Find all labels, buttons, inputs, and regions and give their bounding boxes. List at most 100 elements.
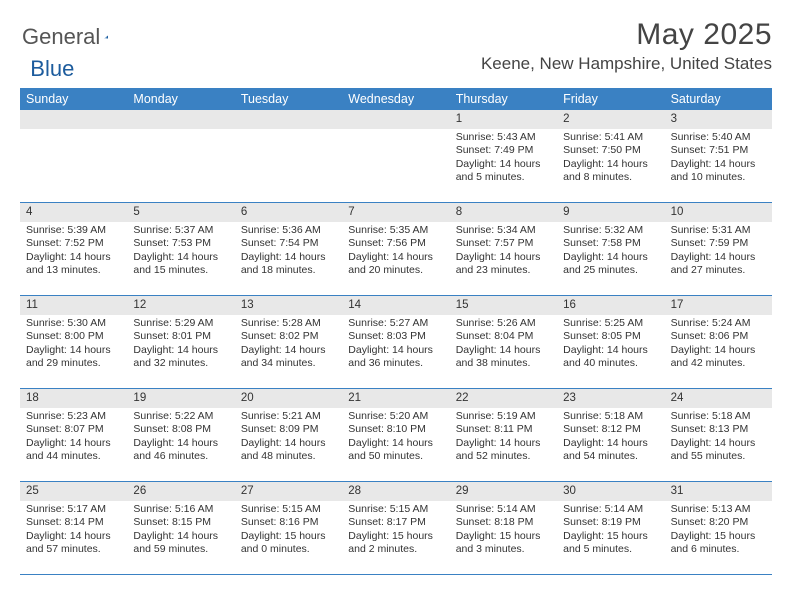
sunset-text: Sunset: 8:10 PM (348, 423, 443, 436)
daylight-text-2: and 42 minutes. (671, 357, 766, 370)
daylight-text-1: Daylight: 14 hours (133, 344, 228, 357)
sunrise-text: Sunrise: 5:19 AM (456, 410, 551, 423)
sunrise-text: Sunrise: 5:13 AM (671, 503, 766, 516)
daylight-text-2: and 3 minutes. (456, 543, 551, 556)
calendar-day-cell: 2 Sunrise: 5:41 AMSunset: 7:50 PMDaylight… (557, 110, 664, 202)
calendar-week-row: 4Sunrise: 5:39 AMSunset: 7:52 PMDaylight… (20, 203, 772, 296)
sunset-text: Sunset: 8:14 PM (26, 516, 121, 529)
day-number: 18 (20, 389, 127, 408)
sunset-text: Sunset: 8:20 PM (671, 516, 766, 529)
day-number: 12 (127, 296, 234, 315)
sunrise-text: Sunrise: 5:27 AM (348, 317, 443, 330)
day-number: 28 (342, 482, 449, 501)
day-details: Sunrise: 5:29 AMSunset: 8:01 PMDaylight:… (127, 315, 234, 375)
sunset-text: Sunset: 7:50 PM (563, 144, 658, 157)
day-number: 30 (557, 482, 664, 501)
daylight-text-1: Daylight: 14 hours (456, 158, 551, 171)
brand-logo: General (20, 18, 130, 50)
sunrise-text: Sunrise: 5:18 AM (563, 410, 658, 423)
calendar-day-cell: 4Sunrise: 5:39 AMSunset: 7:52 PMDaylight… (20, 203, 127, 295)
title-block: May 2025 Keene, New Hampshire, United St… (481, 18, 772, 74)
day-details: Sunrise: 5:17 AMSunset: 8:14 PMDaylight:… (20, 501, 127, 561)
daylight-text-1: Daylight: 14 hours (241, 251, 336, 264)
daylight-text-2: and 29 minutes. (26, 357, 121, 370)
daylight-text-1: Daylight: 14 hours (671, 158, 766, 171)
daylight-text-2: and 13 minutes. (26, 264, 121, 277)
sunrise-text: Sunrise: 5:32 AM (563, 224, 658, 237)
calendar-day-cell: 29Sunrise: 5:14 AMSunset: 8:18 PMDayligh… (450, 482, 557, 574)
day-number: 17 (665, 296, 772, 315)
day-number: 1 (450, 110, 557, 129)
daylight-text-1: Daylight: 15 hours (563, 530, 658, 543)
day-details: Sunrise: 5:39 AMSunset: 7:52 PMDaylight:… (20, 222, 127, 282)
weekday-header: Monday (127, 88, 234, 110)
day-number: 19 (127, 389, 234, 408)
sunset-text: Sunset: 8:03 PM (348, 330, 443, 343)
calendar-day-cell: 10Sunrise: 5:31 AMSunset: 7:59 PMDayligh… (665, 203, 772, 295)
sunrise-text: Sunrise: 5:20 AM (348, 410, 443, 423)
daylight-text-2: and 18 minutes. (241, 264, 336, 277)
day-details: Sunrise: 5:18 AMSunset: 8:12 PMDaylight:… (557, 408, 664, 468)
sunset-text: Sunset: 7:57 PM (456, 237, 551, 250)
calendar-week-row: 25Sunrise: 5:17 AMSunset: 8:14 PMDayligh… (20, 482, 772, 575)
day-number-empty (127, 110, 234, 129)
day-details: Sunrise: 5:36 AMSunset: 7:54 PMDaylight:… (235, 222, 342, 282)
daylight-text-1: Daylight: 14 hours (563, 158, 658, 171)
weekday-header: Thursday (450, 88, 557, 110)
calendar-day-cell: 24Sunrise: 5:18 AMSunset: 8:13 PMDayligh… (665, 389, 772, 481)
calendar-day-cell: 13Sunrise: 5:28 AMSunset: 8:02 PMDayligh… (235, 296, 342, 388)
daylight-text-2: and 34 minutes. (241, 357, 336, 370)
daylight-text-2: and 8 minutes. (563, 171, 658, 184)
daylight-text-2: and 23 minutes. (456, 264, 551, 277)
day-number: 15 (450, 296, 557, 315)
day-number: 23 (557, 389, 664, 408)
sunrise-text: Sunrise: 5:21 AM (241, 410, 336, 423)
daylight-text-2: and 59 minutes. (133, 543, 228, 556)
sunset-text: Sunset: 7:54 PM (241, 237, 336, 250)
weekday-header: Friday (557, 88, 664, 110)
sunrise-text: Sunrise: 5:41 AM (563, 131, 658, 144)
calendar-week-row: 18Sunrise: 5:23 AMSunset: 8:07 PMDayligh… (20, 389, 772, 482)
day-number-empty (342, 110, 449, 129)
calendar-week-row: 11Sunrise: 5:30 AMSunset: 8:00 PMDayligh… (20, 296, 772, 389)
daylight-text-1: Daylight: 15 hours (241, 530, 336, 543)
daylight-text-1: Daylight: 14 hours (241, 344, 336, 357)
sunrise-text: Sunrise: 5:14 AM (456, 503, 551, 516)
calendar-day-cell: 12Sunrise: 5:29 AMSunset: 8:01 PMDayligh… (127, 296, 234, 388)
sunset-text: Sunset: 8:16 PM (241, 516, 336, 529)
day-number: 21 (342, 389, 449, 408)
sunset-text: Sunset: 8:05 PM (563, 330, 658, 343)
sunrise-text: Sunrise: 5:28 AM (241, 317, 336, 330)
sunset-text: Sunset: 8:19 PM (563, 516, 658, 529)
daylight-text-2: and 55 minutes. (671, 450, 766, 463)
day-details: Sunrise: 5:22 AMSunset: 8:08 PMDaylight:… (127, 408, 234, 468)
daylight-text-2: and 27 minutes. (671, 264, 766, 277)
daylight-text-1: Daylight: 14 hours (563, 344, 658, 357)
day-details: Sunrise: 5:15 AMSunset: 8:17 PMDaylight:… (342, 501, 449, 561)
sunset-text: Sunset: 8:08 PM (133, 423, 228, 436)
calendar-day-cell: 15Sunrise: 5:26 AMSunset: 8:04 PMDayligh… (450, 296, 557, 388)
brand-word-2: Blue (30, 56, 74, 82)
weekday-header: Wednesday (342, 88, 449, 110)
daylight-text-2: and 44 minutes. (26, 450, 121, 463)
sunrise-text: Sunrise: 5:22 AM (133, 410, 228, 423)
day-number: 2 (557, 110, 664, 129)
daylight-text-2: and 10 minutes. (671, 171, 766, 184)
sunrise-text: Sunrise: 5:36 AM (241, 224, 336, 237)
calendar-day-cell: 22Sunrise: 5:19 AMSunset: 8:11 PMDayligh… (450, 389, 557, 481)
day-details: Sunrise: 5:18 AMSunset: 8:13 PMDaylight:… (665, 408, 772, 468)
sunrise-text: Sunrise: 5:35 AM (348, 224, 443, 237)
daylight-text-1: Daylight: 14 hours (26, 344, 121, 357)
daylight-text-2: and 40 minutes. (563, 357, 658, 370)
day-number: 3 (665, 110, 772, 129)
day-number: 25 (20, 482, 127, 501)
daylight-text-1: Daylight: 14 hours (563, 437, 658, 450)
daylight-text-1: Daylight: 14 hours (241, 437, 336, 450)
brand-word-1: General (22, 24, 100, 50)
daylight-text-1: Daylight: 15 hours (456, 530, 551, 543)
sunrise-text: Sunrise: 5:34 AM (456, 224, 551, 237)
day-details: Sunrise: 5:32 AMSunset: 7:58 PMDaylight:… (557, 222, 664, 282)
day-details: Sunrise: 5:14 AMSunset: 8:18 PMDaylight:… (450, 501, 557, 561)
day-details: Sunrise: 5:34 AMSunset: 7:57 PMDaylight:… (450, 222, 557, 282)
day-details: Sunrise: 5:27 AMSunset: 8:03 PMDaylight:… (342, 315, 449, 375)
